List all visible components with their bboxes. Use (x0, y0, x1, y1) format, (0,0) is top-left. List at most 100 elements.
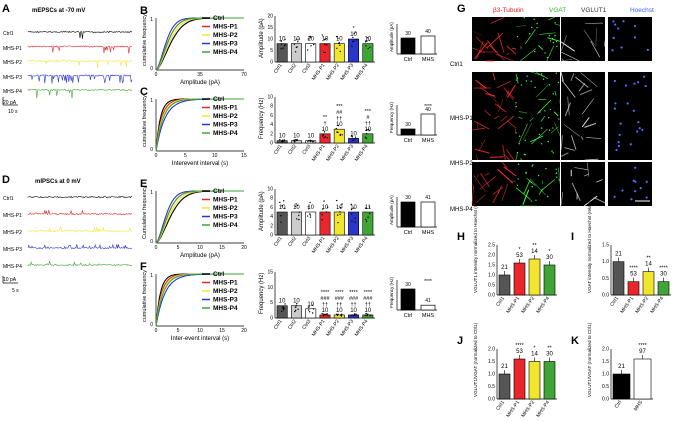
bar-x-tick: Ctrl3 (301, 144, 312, 156)
bar-sig: * (353, 26, 356, 32)
puncta (547, 116, 550, 119)
neurite (478, 139, 486, 151)
bar-sig: * (533, 346, 536, 352)
nucleus (622, 20, 625, 23)
bar-2 (305, 211, 317, 236)
y-tick: 1.5 (602, 243, 609, 249)
y-tick: 0.5 (602, 276, 609, 282)
cum-curve-4 (155, 190, 244, 244)
bar-y-tick: 4 (270, 122, 273, 128)
neurite (586, 137, 602, 139)
cum-y-tick: 1 (150, 98, 153, 104)
bar-point (298, 218, 300, 221)
bar-1 (290, 43, 302, 63)
neurite (596, 179, 603, 183)
trace-label-a-4: MHS-P4 (3, 89, 22, 95)
puncta (531, 185, 533, 188)
puncta (552, 41, 554, 44)
bar-3 (543, 264, 556, 296)
bar-point (323, 200, 325, 202)
bar-point (339, 213, 341, 216)
neurite (515, 153, 518, 161)
neurite (515, 187, 531, 200)
puncta (515, 79, 518, 81)
neurite (501, 183, 509, 201)
neurite (529, 117, 534, 122)
bar-point (366, 40, 368, 42)
y-tick: 0.0 (488, 293, 495, 299)
puncta (551, 38, 554, 40)
cum-y-tick: 0 (150, 66, 153, 72)
micro-tile (515, 162, 561, 207)
puncta (518, 135, 521, 137)
bar-point (322, 315, 325, 317)
neurite (524, 29, 536, 45)
inset-n: 30 (405, 195, 411, 201)
bar-2 (528, 258, 541, 296)
x-tick: MHS-P4 (535, 296, 551, 315)
legend-label: Ctrl (213, 271, 224, 278)
nucleus (645, 180, 648, 183)
neurite (564, 102, 572, 117)
inset-bar-0 (400, 288, 416, 311)
x-tick: Ctrl1 (609, 296, 620, 308)
micro-tile (515, 16, 561, 62)
inset-bar-1 (420, 113, 436, 136)
bar-point (306, 49, 309, 51)
trace-tracesD-2 (27, 226, 133, 233)
bar-point (365, 312, 367, 315)
nucleus (613, 195, 616, 198)
puncta (516, 184, 519, 186)
inset-n: 41 (425, 195, 431, 201)
trace-tracesD-1 (27, 209, 133, 216)
legend-label: MHS-P4 (213, 130, 238, 137)
inset-x-tick: Ctrl (404, 230, 413, 236)
puncta (530, 181, 532, 184)
nucleus (624, 84, 628, 87)
neurite (505, 89, 510, 97)
y-tick: 1.5 (488, 359, 495, 365)
bar-2 (528, 361, 541, 400)
neurite (503, 166, 517, 177)
bar-5 (348, 211, 360, 236)
quantification-panels: H VGLUT1 intensity normalized to Hoechst … (457, 174, 671, 419)
column-label-hoechst: Hoechst (630, 7, 654, 14)
bar-n: 53 (516, 253, 523, 259)
neurite (518, 111, 528, 114)
row-label-ctrl1: Ctrl1 (450, 62, 463, 68)
bar-n: 10 (279, 134, 286, 140)
legend-label: MHS-P3 (213, 41, 238, 48)
inset-y-label: Amplitude (pA) (389, 22, 394, 52)
neurite (507, 52, 510, 56)
bar-point (367, 216, 369, 218)
inset-n: 30 (405, 122, 411, 128)
puncta (516, 151, 519, 154)
bar-point (313, 43, 315, 46)
bar-sig: ### (349, 296, 359, 302)
bar-point (321, 312, 323, 315)
neurite (472, 174, 486, 192)
bar-point (283, 307, 285, 310)
bar-x-tick: MHS-P4 (354, 319, 370, 338)
micro-tile (471, 115, 517, 161)
bar-n: 10 (307, 302, 314, 308)
bar-sig: * (518, 247, 521, 253)
neurite (560, 192, 564, 206)
puncta (535, 199, 537, 201)
inset-bar-0 (400, 201, 416, 228)
nucleus (621, 189, 624, 192)
panel-e-letter: E (140, 178, 147, 190)
inset-bar-0 (400, 37, 416, 55)
y-tick: 1.0 (602, 372, 609, 378)
nucleus (632, 179, 635, 182)
neurite (540, 179, 556, 191)
puncta (547, 195, 549, 198)
trace-label-a-3: MHS-P3 (3, 75, 22, 81)
neurite (582, 98, 595, 115)
bar-point (336, 314, 339, 317)
bar-point (354, 138, 356, 140)
neurite (561, 58, 565, 62)
bar-y-tick: 0 (270, 60, 273, 66)
bar-point (365, 219, 367, 221)
neurite (571, 135, 577, 150)
